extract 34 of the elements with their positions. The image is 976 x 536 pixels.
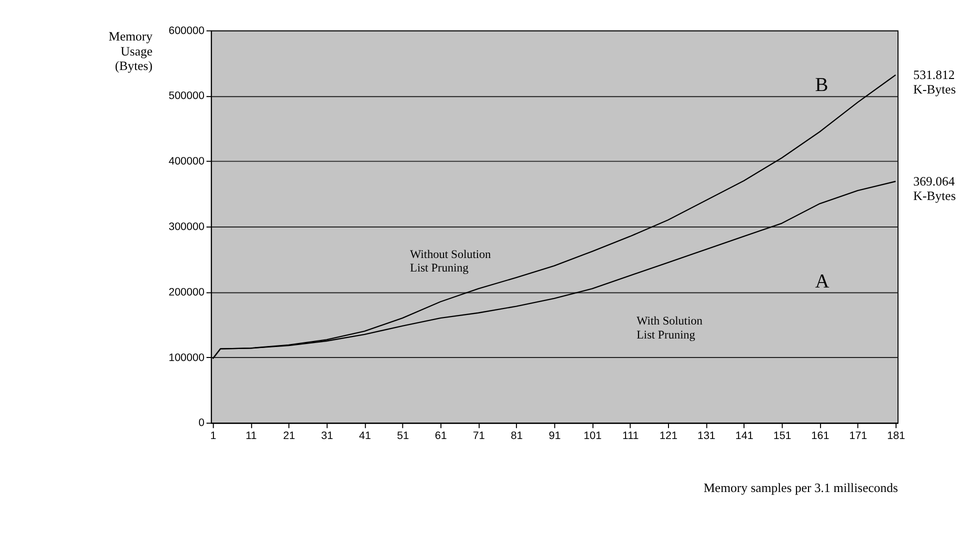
x-tick-label: 1 <box>210 430 216 442</box>
x-axis-title: Memory samples per 3.1 milliseconds <box>704 480 898 495</box>
annotation: With Solution List Pruning <box>636 314 703 342</box>
annotation: A <box>815 271 830 292</box>
x-tick-label: 151 <box>773 430 792 442</box>
x-tick-label: 41 <box>359 430 372 442</box>
x-tick-label: 61 <box>434 430 447 442</box>
x-tick-label: 101 <box>584 430 602 442</box>
y-tick-label: 100000 <box>168 352 205 364</box>
y-tick-label: 600000 <box>168 24 205 37</box>
y-tick-label: 300000 <box>168 220 205 233</box>
annotation: B <box>815 75 828 96</box>
y-axis-title: Memory Usage (Bytes) <box>108 30 154 74</box>
annotation: 369.064 K-Bytes <box>913 174 956 204</box>
y-tick-label: 500000 <box>168 90 205 102</box>
x-tick-label: 51 <box>396 430 409 442</box>
y-tick-label: 400000 <box>168 156 205 168</box>
annotation: Without Solution List Pruning <box>410 248 492 275</box>
x-tick-label: 91 <box>548 430 561 442</box>
x-tick-label: 11 <box>246 430 257 442</box>
x-tick-label: 71 <box>472 430 485 442</box>
x-tick-label: 121 <box>660 430 678 442</box>
x-tick-label: 131 <box>697 430 716 442</box>
y-tick-label: 0 <box>198 417 205 430</box>
x-tick-label: 21 <box>283 430 296 442</box>
y-tick-label: 200000 <box>168 286 205 298</box>
x-tick-label: 171 <box>849 430 868 442</box>
x-tick-label: 161 <box>811 430 830 442</box>
x-tick-label: 31 <box>321 430 334 442</box>
annotation: 531.812 K-Bytes <box>913 68 956 97</box>
x-tick-label: 81 <box>510 430 523 442</box>
x-tick-label: 111 <box>622 430 639 442</box>
x-tick-label: 141 <box>735 430 754 442</box>
x-tick-label: 181 <box>887 430 906 442</box>
